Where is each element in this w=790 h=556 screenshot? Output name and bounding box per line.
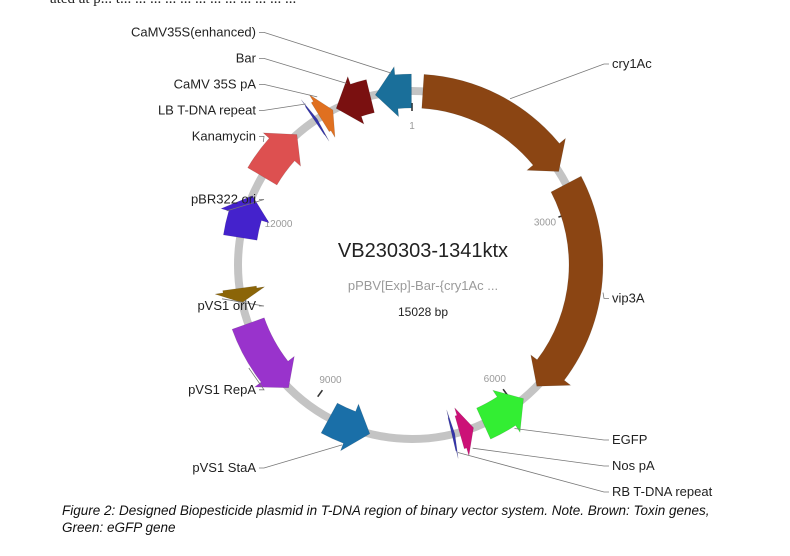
feature-arrow-vip3a <box>530 175 604 387</box>
feature-arrow-rb-t-dna-repeat <box>446 409 459 459</box>
feature-label-nos-pa: Nos pA <box>612 458 655 473</box>
leader-line-camv35s-enhanced <box>259 32 392 74</box>
plasmid-features <box>215 65 604 459</box>
feature-label-pvs1-staa: pVS1 StaA <box>192 460 256 475</box>
leader-line-kanamycin <box>259 135 265 142</box>
feature-label-egfp: EGFP <box>612 432 647 447</box>
feature-arrow-pbr322-ori <box>220 195 270 241</box>
feature-arrow-lb-t-dna-repeat <box>300 99 330 142</box>
leader-line-lb-t-dna-repeat <box>259 103 306 111</box>
figure-caption: Figure 2: Designed Biopesticide plasmid … <box>62 503 710 535</box>
plasmid-size: 15028 bp <box>398 305 448 319</box>
feature-arrow-cry1ac <box>421 74 566 172</box>
leader-line-pbr322-ori <box>226 199 265 212</box>
feature-label-pvs1-oriv: pVS1 oriV <box>197 298 256 313</box>
tick-label-3000: 3000 <box>534 217 557 228</box>
feature-labels: CaMV35S(enhanced) Bar CaMV 35S pA LB T-DNA … <box>131 24 713 499</box>
tick-label-1: 1 <box>409 121 415 132</box>
feature-arrow-egfp <box>476 389 524 440</box>
feature-arrow-camv-35s-pa <box>308 94 336 138</box>
leader-line-pvs1-staa <box>259 444 343 469</box>
plasmid-subtitle: pPBV[Exp]-Bar-{cry1Ac ... <box>348 278 498 293</box>
leader-line-bar <box>259 58 347 84</box>
cropped-body-text: ated at p... t... ... ... ... ... ... ..… <box>50 0 770 11</box>
feature-label-vip3a: vip3A <box>612 290 645 305</box>
feature-arrow-camv35s-enhanced <box>374 65 412 118</box>
leader-line-pvs1-oriv <box>221 298 265 307</box>
leader-line-vip3a <box>602 292 609 299</box>
plasmid-name: VB230303-1341ktx <box>338 240 508 262</box>
feature-label-bar: Bar <box>236 50 257 65</box>
feature-label-pvs1-repa: pVS1 RepA <box>188 382 256 397</box>
leader-line-pvs1-repa <box>248 367 265 391</box>
feature-arrow-nos-pa <box>454 407 474 456</box>
feature-label-kanamycin: Kanamycin <box>192 128 256 143</box>
feature-arrow-pvs1-staa <box>320 402 371 452</box>
tick-mark-9000 <box>317 389 324 398</box>
leader-line-rb-t-dna-repeat <box>457 452 609 493</box>
feature-label-lb-t-dna-repeat: LB T-DNA repeat <box>158 102 256 117</box>
leader-line-cry1ac <box>509 63 609 100</box>
feature-arrow-bar <box>335 75 375 125</box>
leader-line-egfp <box>514 428 609 441</box>
feature-label-rb-t-dna-repeat: RB T-DNA repeat <box>612 484 713 499</box>
leader-line-nos-pa <box>472 447 609 467</box>
feature-label-camv35s-enhanced: CaMV35S(enhanced) <box>131 24 256 39</box>
feature-arrow-pvs1-oriv <box>215 285 265 303</box>
feature-label-cry1ac: cry1Ac <box>612 56 652 71</box>
feature-arrow-kanamycin <box>247 132 301 186</box>
tick-label-6000: 6000 <box>484 374 507 385</box>
feature-arrow-pvs1-repa <box>231 317 295 389</box>
tick-label-9000: 9000 <box>319 375 342 386</box>
leader-line-camv-35s-pa <box>259 84 318 98</box>
feature-label-camv-35s-pa: CaMV 35S pA <box>174 76 257 91</box>
tick-label-12000: 12000 <box>265 219 293 230</box>
feature-label-pbr322-ori: pBR322 ori <box>191 192 256 207</box>
